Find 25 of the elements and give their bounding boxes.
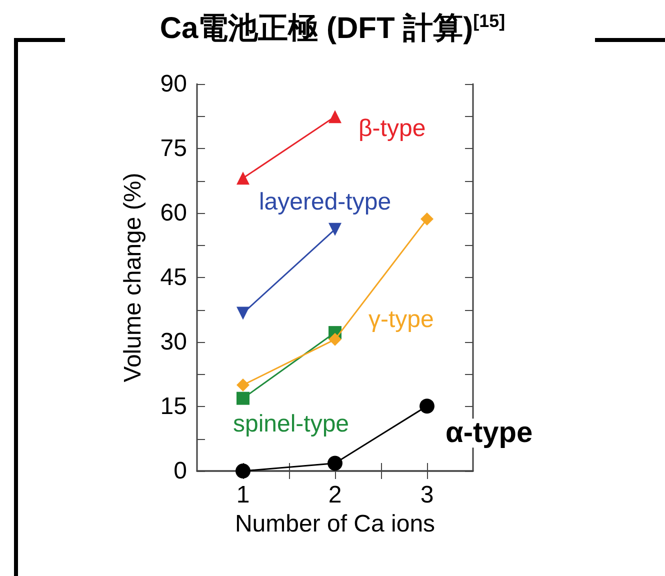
point (420, 398, 434, 414)
y-tick-label: 60 (160, 200, 187, 226)
series-label: β-type (358, 115, 426, 142)
series-label: γ-type (368, 306, 434, 333)
series-label: layered-type (258, 188, 392, 216)
point (328, 456, 342, 471)
y-axis-title: Volume change (%) (120, 172, 146, 382)
point (236, 378, 250, 392)
x-tick-label: 1 (236, 482, 250, 508)
y-tick-label: 90 (160, 70, 187, 98)
x-tick-label: 2 (328, 482, 342, 508)
point (236, 392, 250, 405)
y-tick-label: 15 (160, 393, 187, 420)
y-tick-label: 75 (160, 135, 187, 162)
point (328, 332, 342, 346)
y-tick-label: 30 (160, 328, 187, 356)
point (236, 464, 250, 478)
chart-title: Ca電池正極 (DFT 計算)$^{[15]}$ (146, 11, 520, 45)
y-tick-label: 0 (174, 458, 187, 484)
point (420, 212, 434, 226)
y-tick-label: 45 (160, 264, 187, 291)
x-tick-label: 3 (420, 482, 434, 508)
series-label: spinel-type (232, 410, 350, 438)
series-label: α-type (446, 417, 533, 450)
x-axis-title: Number of Ca ions (234, 510, 436, 538)
